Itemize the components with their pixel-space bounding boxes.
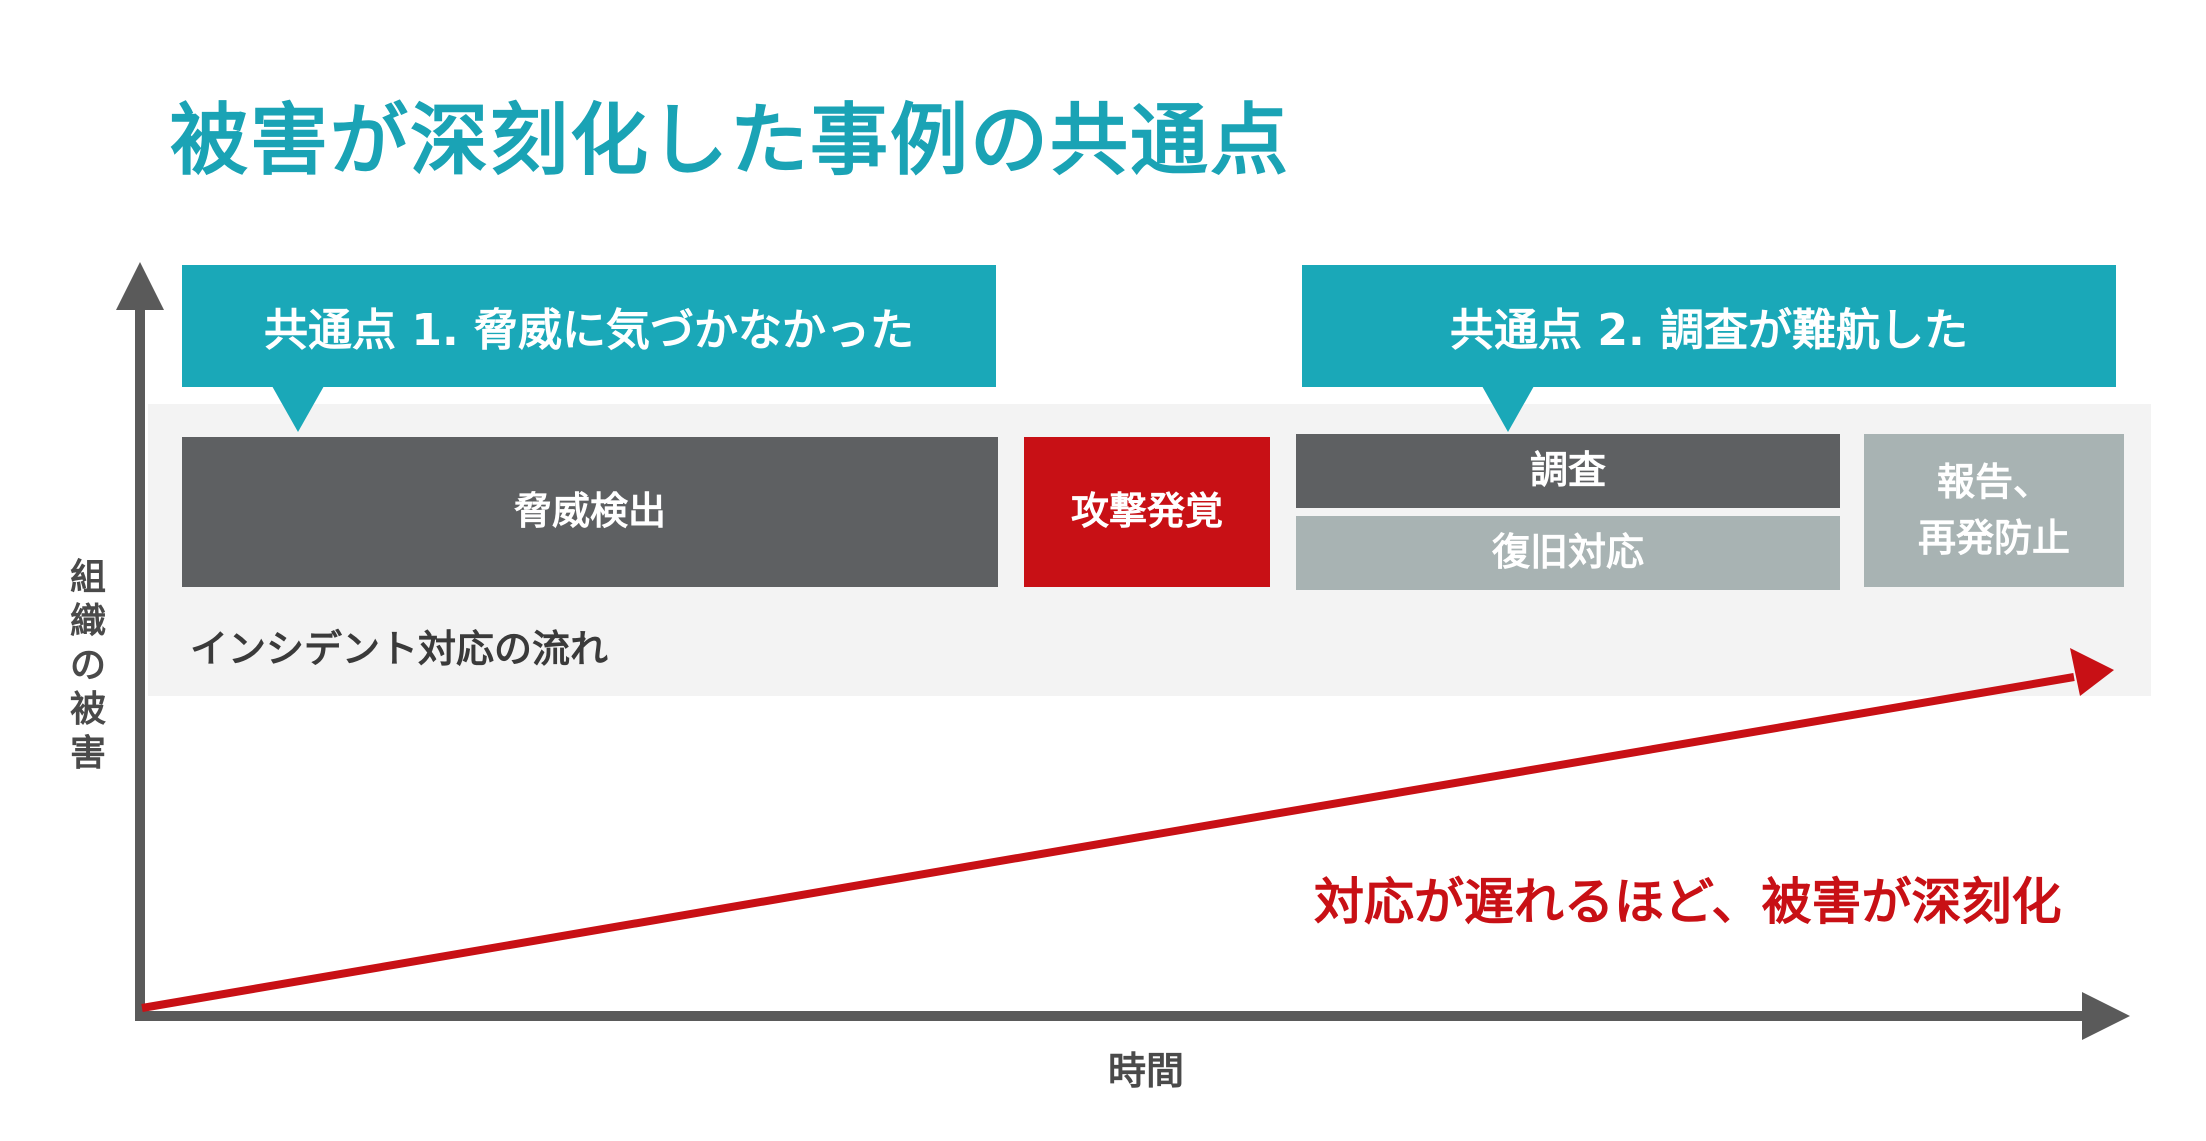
x-axis-label: 時間 bbox=[1108, 1049, 1185, 1093]
step-threat-detection: 脅威検出 bbox=[182, 437, 998, 587]
callout-common-point-2: 共通点 2. 調査が難航した bbox=[1302, 265, 2116, 387]
callout-2-label: 共通点 2. 調査が難航した bbox=[1450, 305, 1968, 356]
x-axis-arrowhead bbox=[2082, 992, 2130, 1040]
damage-trend-line bbox=[141, 673, 2075, 1012]
step-attack-discovered: 攻撃発覚 bbox=[1024, 437, 1270, 587]
callout-1-pointer bbox=[272, 386, 324, 432]
step-recovery-label: 復旧対応 bbox=[1491, 530, 1644, 575]
incident-flow-label: インシデント対応の流れ bbox=[190, 627, 609, 671]
trend-label: 対応が遅れるほど、被害が深刻化 bbox=[1314, 873, 2062, 931]
step-attack-discovered-label: 攻撃発覚 bbox=[1070, 489, 1223, 534]
step-recovery: 復旧対応 bbox=[1296, 516, 1840, 590]
callout-2-pointer bbox=[1482, 386, 1534, 432]
step-report-line-1: 報告、 bbox=[1936, 460, 2051, 505]
callout-1-label: 共通点 1. 脅威に気づかなかった bbox=[264, 305, 914, 356]
damage-trend-arrowhead bbox=[2070, 648, 2114, 696]
step-investigation: 調査 bbox=[1296, 434, 1840, 508]
step-investigation-label: 調査 bbox=[1529, 448, 1606, 493]
step-report-line-2: 再発防止 bbox=[1917, 515, 2070, 560]
step-report-prevention: 報告、 再発防止 bbox=[1864, 434, 2124, 587]
y-axis-arrowhead bbox=[116, 262, 164, 310]
step-threat-detection-label: 脅威検出 bbox=[513, 489, 666, 534]
callout-common-point-1: 共通点 1. 脅威に気づかなかった bbox=[182, 265, 996, 387]
page-title: 被害が深刻化した事例の共通点 bbox=[170, 96, 1291, 186]
y-axis-label: 組織の被害 bbox=[69, 557, 106, 774]
